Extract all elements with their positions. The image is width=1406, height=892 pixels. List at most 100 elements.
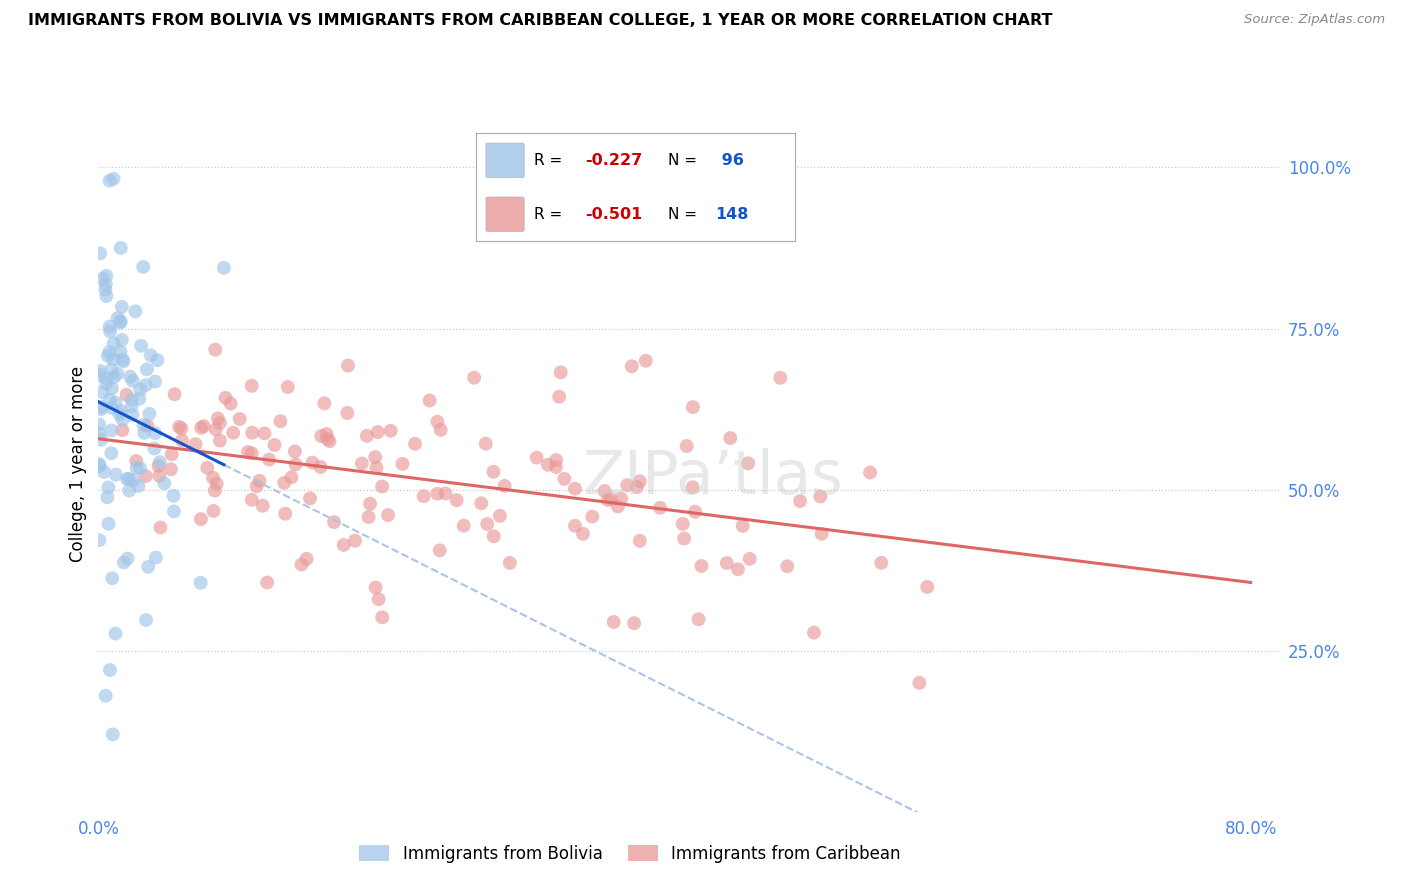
Point bbox=[917, 580, 939, 594]
Point bbox=[391, 457, 413, 471]
Point bbox=[96, 491, 118, 505]
Point bbox=[323, 515, 346, 529]
Point bbox=[201, 470, 224, 484]
Point bbox=[544, 460, 567, 475]
Point bbox=[690, 558, 713, 573]
Point bbox=[214, 391, 236, 405]
Point bbox=[135, 378, 157, 392]
Point bbox=[112, 556, 135, 570]
Point bbox=[103, 352, 125, 367]
Text: R =: R = bbox=[534, 207, 567, 222]
Point bbox=[101, 727, 124, 741]
Point bbox=[269, 414, 291, 428]
Point bbox=[240, 446, 263, 460]
Point bbox=[97, 349, 120, 363]
Point bbox=[135, 469, 157, 483]
Point bbox=[366, 460, 388, 475]
Point bbox=[731, 519, 754, 533]
Point bbox=[252, 499, 274, 513]
Point bbox=[101, 571, 124, 585]
Point bbox=[682, 400, 704, 414]
Point bbox=[149, 455, 172, 469]
Point bbox=[89, 533, 111, 548]
Point bbox=[162, 489, 184, 503]
Point bbox=[240, 425, 263, 440]
Point bbox=[127, 479, 149, 493]
Point bbox=[364, 581, 387, 595]
Point bbox=[295, 551, 318, 566]
Point bbox=[103, 370, 125, 384]
Point bbox=[163, 504, 186, 518]
Point bbox=[135, 362, 157, 376]
Point bbox=[100, 362, 122, 376]
Point bbox=[135, 613, 157, 627]
Point bbox=[207, 411, 229, 425]
Point bbox=[153, 476, 176, 491]
Legend: Immigrants from Bolivia, Immigrants from Caribbean: Immigrants from Bolivia, Immigrants from… bbox=[353, 838, 907, 870]
Text: IMMIGRANTS FROM BOLIVIA VS IMMIGRANTS FROM CARIBBEAN COLLEGE, 1 YEAR OR MORE COR: IMMIGRANTS FROM BOLIVIA VS IMMIGRANTS FR… bbox=[28, 13, 1053, 29]
Text: 96: 96 bbox=[716, 153, 744, 169]
Point bbox=[299, 491, 322, 506]
Point bbox=[100, 424, 122, 438]
Point bbox=[628, 533, 651, 548]
Point bbox=[789, 494, 811, 508]
Point bbox=[132, 417, 155, 432]
Point bbox=[550, 365, 572, 379]
Point bbox=[107, 311, 129, 326]
Point bbox=[357, 510, 380, 524]
Point bbox=[463, 370, 485, 384]
Point bbox=[110, 344, 132, 359]
Point bbox=[208, 434, 231, 448]
Point bbox=[91, 272, 114, 286]
Point bbox=[688, 612, 710, 626]
Point bbox=[101, 381, 124, 395]
Point bbox=[616, 478, 638, 492]
Point bbox=[98, 345, 121, 359]
Point bbox=[111, 423, 134, 437]
Point bbox=[94, 283, 117, 297]
Point bbox=[301, 456, 323, 470]
Point bbox=[236, 445, 259, 459]
Point bbox=[610, 491, 633, 506]
Point bbox=[104, 395, 127, 409]
Point bbox=[337, 359, 360, 373]
Point bbox=[356, 429, 378, 443]
Point bbox=[367, 425, 389, 439]
Point bbox=[90, 402, 112, 417]
Point bbox=[111, 333, 134, 347]
Point bbox=[89, 246, 111, 260]
Text: -0.227: -0.227 bbox=[585, 153, 643, 169]
Text: R =: R = bbox=[534, 153, 567, 169]
Point bbox=[121, 399, 143, 413]
Point bbox=[104, 626, 127, 640]
Point bbox=[596, 493, 619, 508]
Text: 148: 148 bbox=[716, 207, 749, 222]
Point bbox=[148, 458, 170, 473]
Point bbox=[89, 368, 111, 382]
Point bbox=[675, 439, 697, 453]
Point bbox=[602, 615, 624, 629]
Point bbox=[240, 379, 263, 393]
Point bbox=[908, 676, 931, 690]
Point bbox=[273, 475, 295, 490]
Point bbox=[120, 369, 142, 384]
Point bbox=[776, 559, 799, 574]
Point bbox=[112, 354, 135, 368]
Point bbox=[769, 371, 792, 385]
Point bbox=[240, 492, 263, 507]
Point bbox=[111, 412, 134, 426]
Point bbox=[90, 400, 112, 414]
Point bbox=[564, 482, 586, 496]
Point bbox=[499, 556, 522, 570]
Point bbox=[426, 415, 449, 429]
Point bbox=[129, 383, 152, 397]
Point bbox=[93, 465, 115, 479]
Point bbox=[122, 473, 145, 487]
Point bbox=[367, 592, 389, 607]
Point bbox=[145, 550, 167, 565]
Point bbox=[143, 375, 166, 389]
Point bbox=[121, 408, 143, 422]
Point bbox=[581, 509, 603, 524]
Point bbox=[332, 538, 354, 552]
Point bbox=[482, 529, 505, 543]
